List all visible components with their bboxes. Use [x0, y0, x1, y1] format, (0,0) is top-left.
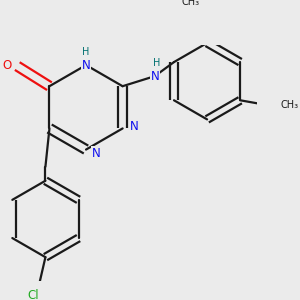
Text: N: N — [82, 58, 90, 72]
Text: H: H — [82, 47, 90, 57]
Text: N: N — [130, 120, 139, 133]
Text: O: O — [3, 58, 12, 72]
Text: CH₃: CH₃ — [182, 0, 200, 7]
Text: CH₃: CH₃ — [280, 100, 298, 110]
Text: N: N — [92, 147, 100, 160]
Text: Cl: Cl — [28, 289, 39, 300]
Text: N: N — [150, 70, 159, 83]
Text: H: H — [153, 58, 160, 68]
